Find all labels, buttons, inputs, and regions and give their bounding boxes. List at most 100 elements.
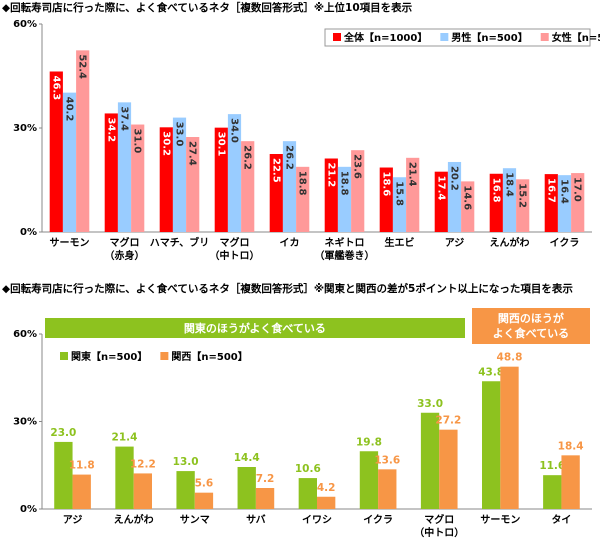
bar: [482, 381, 501, 509]
value-label: 30.2: [160, 131, 171, 156]
value-label: 21.4: [407, 162, 418, 187]
bar: [133, 473, 152, 509]
y-tick-label: 30%: [13, 417, 37, 428]
y-tick-label: 30%: [13, 123, 37, 134]
bar: [502, 168, 517, 232]
bar: [420, 412, 440, 509]
value-label: 27.2: [435, 415, 461, 427]
x-tick-label: マグロ （赤身）: [104, 238, 145, 262]
value-label: 37.4: [119, 106, 130, 131]
legend-label: 全体【n=1000】: [343, 31, 427, 44]
bar: [282, 141, 297, 232]
value-label: 52.4: [77, 54, 88, 79]
value-label: 18.8: [339, 171, 350, 196]
value-label: 18.6: [380, 172, 391, 197]
bar: [104, 113, 118, 232]
legend-label: 関東【n=500】: [71, 350, 147, 363]
x-tick-label: えんがわ: [113, 515, 154, 526]
value-label: 11.6: [539, 460, 565, 472]
value-label: 21.4: [112, 432, 138, 444]
bar: [461, 181, 475, 232]
x-tick-label: サバ: [246, 515, 266, 526]
bar: [571, 173, 585, 232]
value-label: 19.8: [356, 436, 382, 448]
value-label: 13.0: [173, 456, 199, 468]
x-tick-label: タイ: [551, 515, 572, 526]
bar: [447, 161, 462, 232]
value-label: 18.8: [297, 171, 308, 196]
y-tick-label: 60%: [13, 329, 37, 340]
bar: [131, 124, 145, 232]
x-tick-label: イワシ: [302, 515, 332, 526]
bar: [49, 71, 63, 232]
bar: [500, 366, 519, 509]
bar: [172, 117, 187, 232]
value-label: 12.2: [130, 458, 156, 470]
value-label: 11.8: [69, 460, 95, 472]
value-label: 46.3: [50, 75, 61, 100]
x-tick-label: えんがわ: [489, 238, 530, 249]
bar: [392, 177, 407, 232]
annotation-banner: 関西のほうが よく食べている: [471, 308, 590, 344]
legend-swatch: [333, 33, 341, 41]
bar: [439, 429, 458, 509]
bar: [269, 154, 283, 232]
value-label: 33.0: [417, 398, 443, 410]
value-label: 13.6: [374, 454, 400, 466]
bar: [406, 157, 420, 232]
value-label: 16.7: [545, 178, 556, 203]
y-tick-label: 0%: [20, 504, 37, 515]
bar: [76, 50, 90, 233]
value-label: 10.6: [295, 463, 321, 475]
x-tick-label: マグロ （中トロ）: [414, 515, 465, 539]
bar: [237, 467, 256, 509]
value-label: 17.0: [572, 177, 583, 202]
bar: [159, 127, 173, 232]
chart-title: ◆回転寿司店に行った際に、よく食べているネタ［複数回答形式］※上位10項目を表示: [2, 1, 413, 14]
bar: [317, 496, 336, 509]
bar: [489, 173, 503, 232]
bar: [434, 171, 448, 232]
value-label: 34.2: [105, 117, 116, 142]
x-tick-label: ネギトロ （軍艦巻き）: [314, 238, 375, 262]
x-tick-label: サーモン: [49, 238, 90, 249]
value-label: 27.4: [187, 141, 198, 166]
value-label: 18.4: [504, 172, 515, 197]
value-label: 34.0: [229, 118, 240, 143]
value-label: 16.4: [559, 179, 570, 204]
x-tick-label: イカ: [279, 238, 300, 249]
bar: [324, 158, 338, 232]
bar: [359, 451, 379, 509]
bar: [72, 474, 91, 509]
legend-swatch: [540, 33, 549, 41]
legend-label: 関西【n=500】: [171, 350, 247, 363]
annotation-banner: 関東のほうがよく食べている: [45, 318, 465, 338]
legend-label: 男性【n=500】: [451, 31, 527, 44]
bar: [378, 469, 397, 509]
bar: [54, 441, 73, 509]
bar: [117, 102, 132, 232]
value-label: 23.0: [50, 427, 76, 439]
value-label: 26.2: [284, 145, 295, 170]
value-label: 4.2: [317, 482, 336, 494]
legend-box: [324, 28, 591, 47]
bar: [544, 174, 558, 232]
legend-label: 女性【n=500】: [552, 31, 600, 44]
x-tick-label: サーモン: [480, 515, 521, 526]
value-label: 5.6: [195, 478, 214, 490]
x-tick-label: アジ: [62, 515, 83, 526]
bar: [186, 137, 200, 232]
x-tick-label: 生エビ: [384, 238, 415, 249]
value-label: 31.0: [132, 129, 143, 154]
y-tick-label: 0%: [20, 227, 37, 238]
value-label: 48.8: [497, 352, 523, 364]
value-label: 15.2: [517, 183, 528, 208]
legend-swatch: [440, 33, 449, 41]
value-label: 33.0: [174, 122, 185, 147]
bar: [62, 92, 77, 232]
x-tick-label: ハマチ、ブリ: [149, 238, 210, 249]
bar: [561, 455, 580, 509]
x-tick-label: イクラ: [549, 238, 580, 249]
